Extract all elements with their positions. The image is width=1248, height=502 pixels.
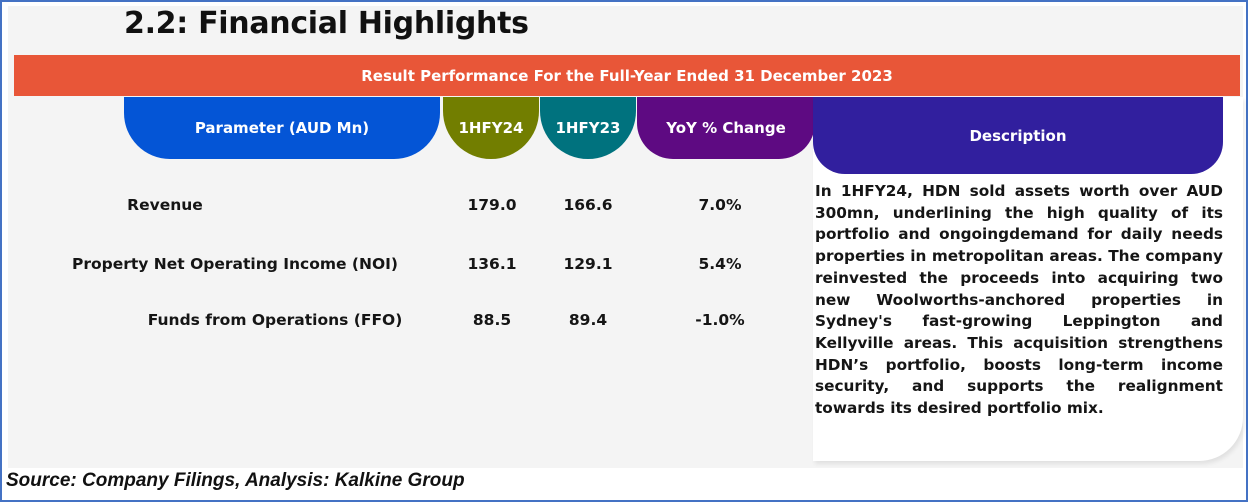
result-banner: Result Performance For the Full-Year End…: [14, 55, 1240, 96]
value-1hfy24: 179.0: [467, 196, 517, 214]
header-yoy-change: YoY % Change: [637, 97, 815, 159]
row-label: Property Net Operating Income (NOI): [71, 255, 399, 273]
value-yoy: -1.0%: [695, 311, 745, 329]
table-row-noi: Property Net Operating Income (NOI) 136.…: [0, 255, 810, 279]
value-1hfy24: 88.5: [472, 311, 512, 329]
description-text: In 1HFY24, HDN sold assets worth over AU…: [815, 182, 1223, 418]
source-note: Source: Company Filings, Analysis: Kalki…: [6, 470, 465, 491]
row-label: Funds from Operations (FFO): [147, 311, 403, 329]
value-1hfy24: 136.1: [467, 255, 517, 273]
row-label: Revenue: [127, 196, 203, 214]
value-yoy: 5.4%: [698, 255, 742, 273]
value-yoy: 7.0%: [698, 196, 742, 214]
value-1hfy23: 166.6: [563, 196, 613, 214]
description-card: Description In 1HFY24, HDN sold assets w…: [813, 97, 1243, 461]
table-row-revenue: Revenue 179.0 166.6 7.0%: [0, 196, 810, 220]
value-1hfy23: 129.1: [563, 255, 613, 273]
value-1hfy23: 89.4: [568, 311, 608, 329]
header-description: Description: [813, 97, 1223, 174]
header-parameter: Parameter (AUD Mn): [124, 97, 440, 159]
table-row-ffo: Funds from Operations (FFO) 88.5 89.4 -1…: [0, 311, 810, 335]
page-title: 2.2: Financial Highlights: [124, 6, 529, 41]
